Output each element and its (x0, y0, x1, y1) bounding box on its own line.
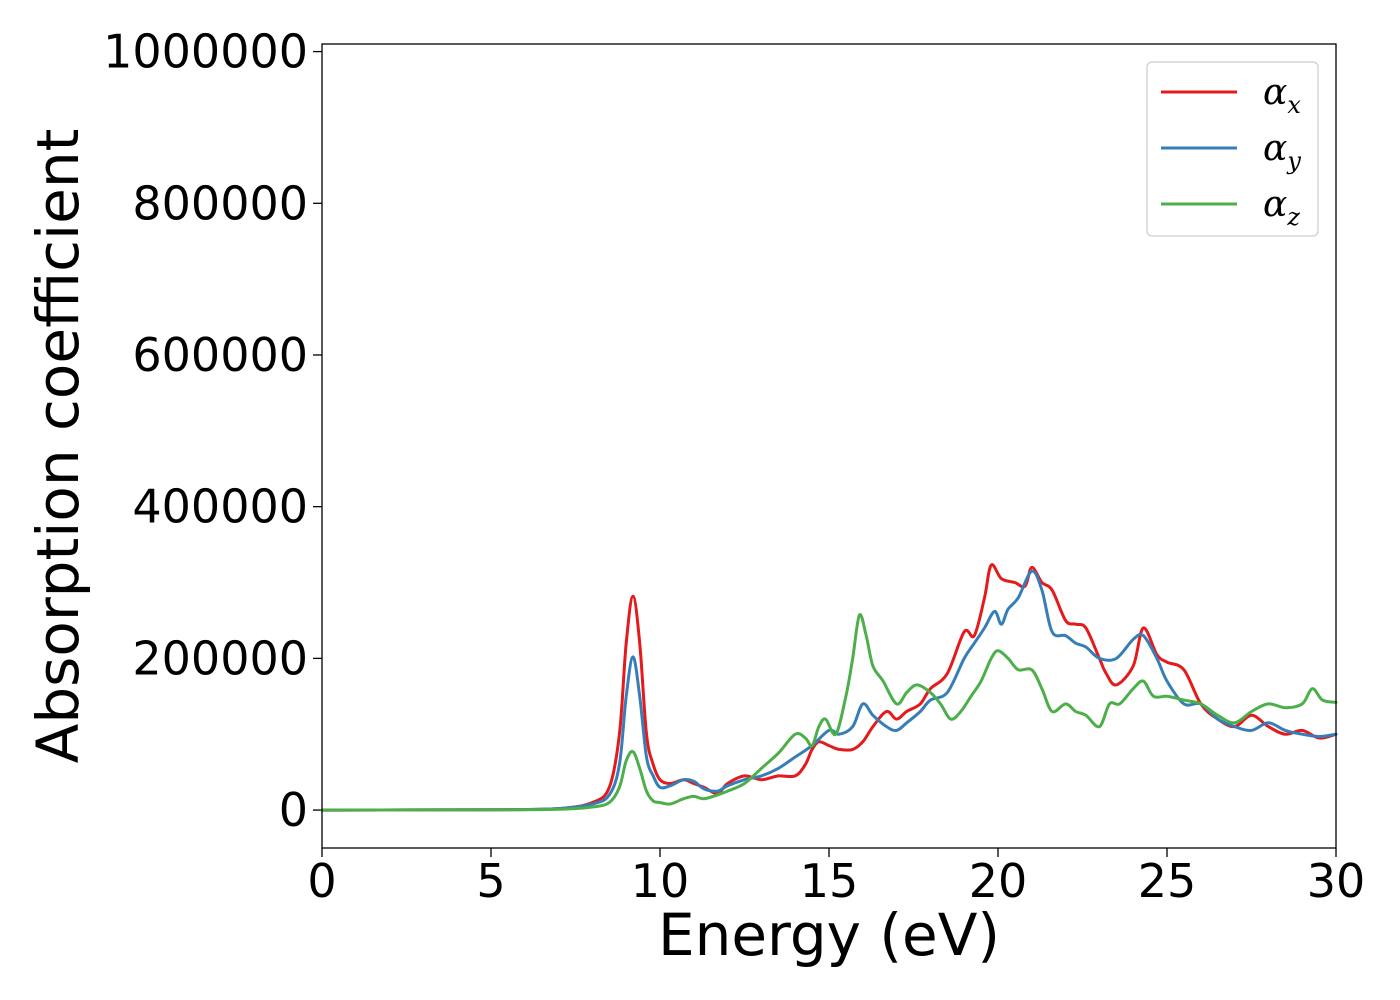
plot-frame (321, 43, 1337, 849)
legend-symbol: α (1263, 184, 1287, 225)
legend-label-x: αx (1263, 72, 1301, 119)
x-tick-label: 10 (631, 854, 690, 908)
y-tick-label: 600000 (132, 328, 308, 382)
y-tick-label: 1000000 (103, 25, 308, 79)
legend-label-z: αz (1263, 184, 1300, 231)
legend-subscript: x (1287, 91, 1301, 119)
y-tick-label: 400000 (132, 480, 308, 534)
x-tick-label: 0 (307, 854, 336, 908)
x-tick-label: 15 (800, 854, 859, 908)
x-tick-label: 30 (1307, 854, 1366, 908)
series-line-y (320, 569, 1338, 812)
x-axis-ticks: 0 5 10 15 20 25 30 (307, 848, 1365, 908)
legend-subscript: y (1286, 147, 1301, 175)
y-tick-label: 200000 (132, 631, 308, 685)
series-line-z (320, 613, 1338, 812)
y-tick-label: 800000 (132, 176, 308, 230)
x-tick-label: 5 (476, 854, 505, 908)
y-axis-ticks: 0 200000 400000 600000 800000 1000000 (103, 25, 322, 837)
series-line-x (320, 563, 1338, 812)
legend-symbol: α (1263, 72, 1287, 113)
x-tick-label: 25 (1138, 854, 1197, 908)
x-tick-label: 20 (969, 854, 1028, 908)
y-axis-label: Absorption coefficient (24, 129, 92, 764)
legend-label-y: αy (1263, 128, 1301, 175)
legend-subscript: z (1286, 203, 1300, 231)
legend-symbol: α (1263, 128, 1287, 169)
y-tick-label: 0 (279, 783, 308, 837)
x-axis-label: Energy (eV) (658, 901, 1000, 969)
plot-series (320, 563, 1338, 812)
